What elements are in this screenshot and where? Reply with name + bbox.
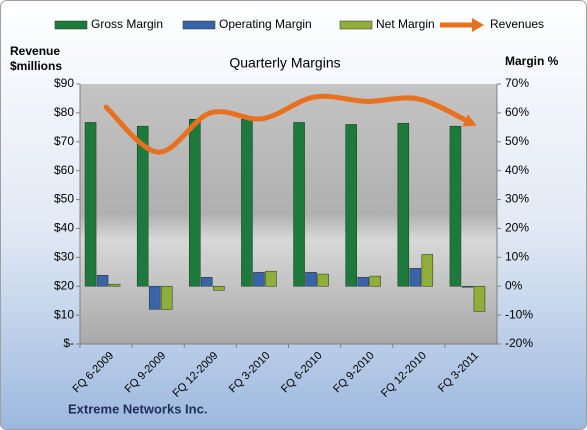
bar <box>369 275 381 287</box>
y2-axis-label: Margin % <box>505 54 559 68</box>
y2-tick-label: 40% <box>505 163 529 177</box>
y-tick-label: $90 <box>54 76 74 90</box>
y-tick-label: $- <box>63 336 74 350</box>
bar <box>397 123 410 287</box>
bar <box>265 270 277 287</box>
y2-tick-label: 30% <box>505 192 529 206</box>
y2-tick-label: -20% <box>505 336 533 350</box>
y-tick-label: $60 <box>54 163 74 177</box>
y2-tick-label: 0% <box>505 278 523 292</box>
y2-tick-label: -10% <box>505 307 533 321</box>
bar <box>84 122 97 287</box>
bar <box>136 125 149 287</box>
bar <box>449 125 462 287</box>
bar <box>305 272 317 287</box>
bar <box>317 273 329 287</box>
y-tick-label: $20 <box>54 278 74 292</box>
legend-swatch <box>182 20 216 30</box>
y2-tick-label: 10% <box>505 250 529 264</box>
y2-tick-label: 60% <box>505 105 529 119</box>
bar <box>189 118 201 287</box>
legend-label: Operating Margin <box>219 17 312 31</box>
y-tick-label: $50 <box>54 192 74 206</box>
y-tick-label: $30 <box>54 250 74 264</box>
bar <box>293 122 305 287</box>
bar <box>461 285 474 288</box>
y-axis-label: Revenue <box>10 44 60 58</box>
line <box>103 93 474 155</box>
bar <box>213 285 225 291</box>
bar <box>345 124 357 287</box>
bar <box>160 285 173 310</box>
chart-title: Quarterly Margins <box>229 55 340 71</box>
legend-swatch <box>54 20 88 30</box>
bar <box>148 285 161 310</box>
bar <box>241 118 253 287</box>
legend-label: Net Margin <box>376 17 435 31</box>
y2-tick-label: 50% <box>505 134 529 148</box>
bar <box>357 277 369 287</box>
y-tick-label: $70 <box>54 134 74 148</box>
legend-label: Gross Margin <box>91 17 163 31</box>
y2-tick-label: 70% <box>505 76 529 90</box>
footer: Extreme Networks Inc. <box>68 401 207 416</box>
bar <box>473 285 486 312</box>
bar <box>96 274 109 287</box>
y-axis-label: $millions <box>10 59 62 73</box>
y2-tick-label: 20% <box>505 221 529 235</box>
bar <box>409 268 422 287</box>
y-tick-label: $40 <box>54 221 74 235</box>
y-tick-label: $80 <box>54 105 74 119</box>
legend-swatch <box>472 18 484 32</box>
bar <box>201 277 213 287</box>
bar <box>108 283 121 287</box>
bar <box>421 254 434 287</box>
legend-swatch <box>339 20 373 30</box>
line-arrow <box>462 114 477 127</box>
legend-label: Revenues <box>490 17 544 31</box>
y-tick-label: $10 <box>54 307 74 321</box>
bar <box>253 272 265 287</box>
